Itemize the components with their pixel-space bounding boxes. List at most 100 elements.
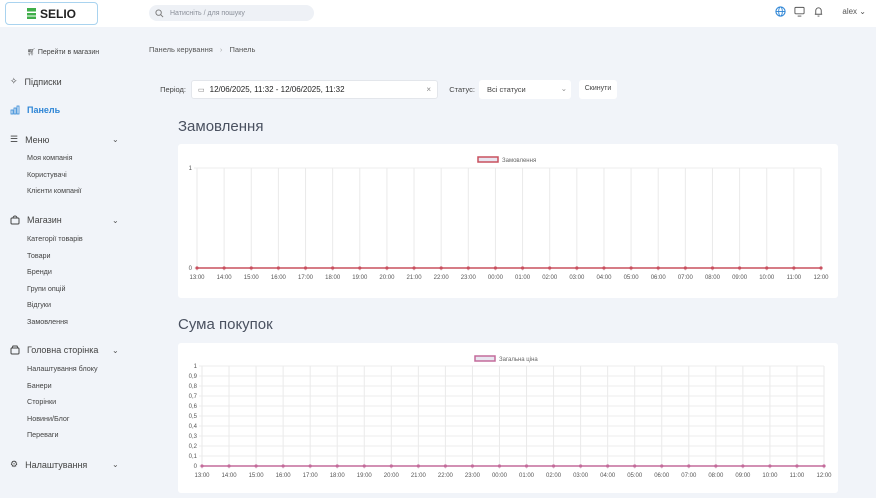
data-point <box>683 266 687 270</box>
bell-icon[interactable] <box>813 6 824 17</box>
data-point <box>497 464 502 468</box>
label: Підписки <box>24 76 62 87</box>
data-point <box>222 266 226 270</box>
sidebar-item[interactable]: Бренди <box>27 267 52 276</box>
sidebar-item-subscriptions[interactable]: ✧ Підписки <box>10 76 62 87</box>
x-tick-label: 03:00 <box>569 275 585 281</box>
sidebar-group-menu[interactable]: ☰ Меню <box>10 134 49 145</box>
y-tick-label: 1 <box>194 364 198 370</box>
search-input[interactable]: Натисніть / для пошуку <box>149 5 314 21</box>
user-name: alex <box>842 7 858 16</box>
sidebar-item[interactable]: Категорії товарів <box>27 234 83 243</box>
sidebar-item[interactable]: Сторінки <box>27 397 57 406</box>
x-tick-label: 22:00 <box>438 473 454 479</box>
data-point <box>358 266 362 270</box>
x-tick-label: 13:00 <box>194 473 210 479</box>
breadcrumb-root[interactable]: Панель керування <box>149 45 213 54</box>
sum-title: Сума покупок <box>178 316 273 333</box>
sidebar-group-shop[interactable]: Магазин <box>10 215 62 225</box>
globe-icon[interactable] <box>775 6 787 17</box>
sidebar-item[interactable]: Новини/Блог <box>27 414 70 423</box>
data-point <box>331 266 335 270</box>
clear-icon[interactable]: × <box>426 85 431 94</box>
x-tick-label: 14:00 <box>222 473 238 479</box>
x-tick-label: 14:00 <box>217 275 233 281</box>
logo-mark-icon <box>26 8 36 19</box>
y-tick-label: 0,9 <box>189 374 198 380</box>
y-tick-label: 0,8 <box>189 384 198 390</box>
sidebar-item[interactable]: Користувачі <box>27 170 67 179</box>
chevron-down-icon[interactable]: ⌄ <box>112 135 119 144</box>
x-tick-label: 18:00 <box>330 473 346 479</box>
x-tick-label: 20:00 <box>384 473 400 479</box>
data-point <box>606 464 610 468</box>
monitor-icon[interactable] <box>794 6 805 17</box>
status-select[interactable]: Всі статуси ⌄ <box>479 80 571 99</box>
bar-chart-icon <box>10 105 20 115</box>
data-point <box>308 464 312 468</box>
y-tick-label: 0,1 <box>189 454 198 460</box>
data-point <box>792 266 796 270</box>
shop-link[interactable]: 🛒︎ Перейти в магазин <box>27 48 99 56</box>
data-point <box>389 464 393 468</box>
x-tick-label: 19:00 <box>357 473 373 479</box>
sidebar-item[interactable]: Банери <box>27 381 52 390</box>
x-tick-label: 09:00 <box>732 275 748 281</box>
x-tick-label: 02:00 <box>542 275 558 281</box>
sidebar-item[interactable]: Клієнти компанії <box>27 186 82 195</box>
x-tick-label: 07:00 <box>681 473 697 479</box>
data-point <box>741 464 745 468</box>
y-tick-label: 0,4 <box>189 424 198 430</box>
gear-icon: ⚙ <box>10 459 19 469</box>
data-point <box>227 464 231 468</box>
data-point <box>281 464 285 468</box>
sidebar-item[interactable]: Налаштування блоку <box>27 364 98 373</box>
data-point <box>551 464 556 468</box>
data-point <box>819 266 823 270</box>
x-tick-label: 19:00 <box>352 275 368 281</box>
reset-button[interactable]: Скинути <box>579 80 617 99</box>
chevron-down-icon[interactable]: ⌄ <box>112 216 119 225</box>
x-tick-label: 23:00 <box>465 473 481 479</box>
data-point <box>303 266 308 270</box>
data-point <box>575 266 579 270</box>
data-point <box>335 464 339 468</box>
x-tick-label: 01:00 <box>519 473 535 479</box>
x-tick-label: 20:00 <box>379 275 395 281</box>
sidebar-item-panel[interactable]: Панель <box>10 105 60 115</box>
x-tick-label: 12:00 <box>813 275 829 281</box>
status-label: Статус: <box>449 85 475 94</box>
y-tick-label: 0,6 <box>189 404 198 410</box>
data-point <box>195 266 199 270</box>
sidebar-item[interactable]: Товари <box>27 251 51 260</box>
chevron-down-icon[interactable]: ⌄ <box>112 460 119 469</box>
x-tick-label: 04:00 <box>600 473 616 479</box>
data-point <box>412 266 416 270</box>
x-tick-label: 15:00 <box>244 275 260 281</box>
y-tick-label: 0,2 <box>189 444 198 450</box>
x-tick-label: 16:00 <box>276 473 292 479</box>
sidebar-item[interactable]: Переваги <box>27 430 59 439</box>
x-tick-label: 15:00 <box>249 473 265 479</box>
sidebar-item[interactable]: Моя компанія <box>27 153 73 162</box>
sidebar-group-home[interactable]: Головна сторінка <box>10 345 98 355</box>
shop-link-label: Перейти в магазин <box>37 49 100 56</box>
chevron-down-icon[interactable]: ⌄ <box>112 346 119 355</box>
data-point <box>362 464 366 468</box>
data-point <box>524 464 529 468</box>
data-point <box>249 266 253 270</box>
x-tick-label: 12:00 <box>816 473 832 479</box>
data-point <box>276 266 280 270</box>
y-tick-label: 0 <box>189 266 193 272</box>
sidebar-group-settings[interactable]: ⚙ Налаштування <box>10 459 87 470</box>
logo[interactable]: SELIO <box>5 2 98 25</box>
sidebar-item[interactable]: Групи опцій <box>27 284 66 293</box>
user-menu[interactable]: alex ⌄ <box>842 7 866 16</box>
period-input[interactable]: ▭ 12/06/2025, 11:32 - 12/06/2025, 11:32 … <box>191 80 438 99</box>
sidebar-item[interactable]: Відгуки <box>27 300 51 309</box>
sidebar-item[interactable]: Замовлення <box>27 317 68 326</box>
bag-icon <box>10 215 20 225</box>
data-point <box>439 266 443 270</box>
data-point <box>633 464 637 468</box>
x-tick-label: 08:00 <box>705 275 721 281</box>
